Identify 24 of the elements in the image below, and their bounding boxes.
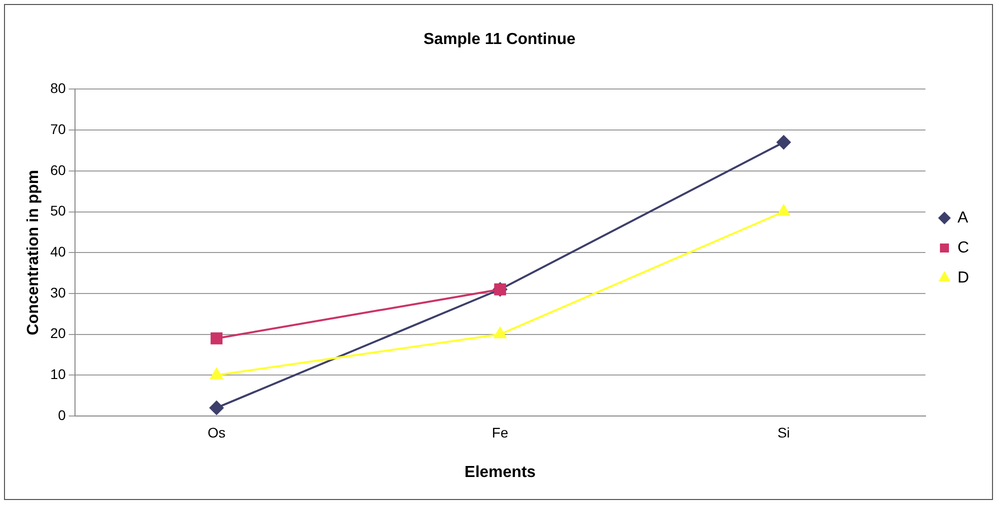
point [494,327,506,338]
x-tick-label: Os [208,424,226,440]
y-tick-label: 40 [50,243,66,260]
chart-title: Sample 11 Continue [423,31,576,48]
x-tick-label: Si [777,424,790,440]
y-tick-label: 80 [50,80,66,96]
y-tick-label: 10 [50,366,66,382]
y-tick-label: 30 [50,284,66,300]
point [210,368,223,380]
legend-label: C [957,239,970,256]
x-axis-title: Elements [464,464,536,481]
point [777,204,790,216]
point [776,135,791,150]
y-tick-label: 0 [58,406,66,423]
legend-label: D [957,269,970,286]
y-axis-title: Concentration in ppm [25,170,42,336]
point [210,400,224,415]
y-tick-label: 70 [50,120,66,137]
x-tick-label: Fe [492,424,508,440]
y-tick-label: 50 [50,202,66,219]
legend-label: A [957,209,968,226]
y-tick-label: 20 [50,325,66,342]
point [210,332,222,344]
y-tick-label: 60 [50,162,66,178]
